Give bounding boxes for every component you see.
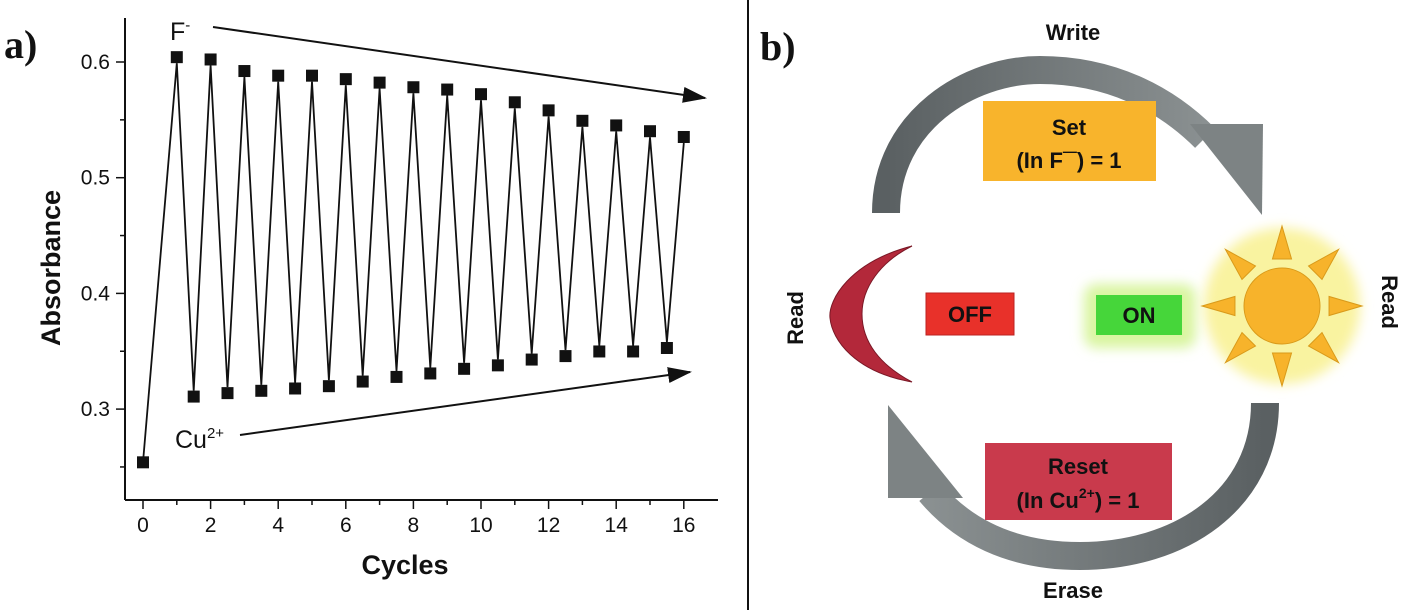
data-point	[660, 341, 673, 354]
erase-label: Erase	[1043, 578, 1103, 603]
data-point	[627, 345, 640, 358]
data-point	[559, 350, 572, 363]
set-title: Set	[1052, 115, 1087, 140]
sun-ray	[1200, 295, 1236, 317]
sun-ray	[1307, 331, 1340, 364]
sun-ray	[1271, 224, 1293, 260]
cu-trend-arrow	[239, 367, 692, 436]
set-expression: (In F—) = 1	[1016, 143, 1121, 173]
off-label: OFF	[948, 302, 992, 327]
data-point	[255, 384, 268, 397]
reset-title: Reset	[1048, 454, 1109, 479]
y-tick-label: 0.4	[81, 282, 111, 305]
data-point	[424, 367, 437, 380]
data-point	[204, 53, 217, 66]
x-axis-label: Cycles	[361, 550, 448, 580]
f-annotation: F-	[170, 17, 190, 46]
x-tick-label: 2	[205, 514, 217, 537]
series-line	[142, 63, 685, 463]
sun-ray	[1224, 331, 1257, 364]
sun-ray	[1224, 248, 1257, 281]
data-point	[542, 104, 555, 117]
data-point	[508, 96, 521, 109]
data-point	[525, 353, 538, 366]
x-tick-label: 6	[340, 514, 352, 537]
data-point	[306, 69, 318, 82]
data-point	[644, 125, 656, 138]
data-point	[677, 130, 690, 143]
data-point	[356, 375, 369, 388]
data-point	[390, 370, 403, 383]
y-tick-label: 0.5	[81, 167, 110, 190]
data-point	[238, 65, 251, 78]
moon-icon	[829, 245, 913, 383]
y-tick-label: 0.6	[81, 51, 110, 74]
set-box: Set (In F—) = 1	[983, 101, 1156, 181]
data-point	[187, 390, 200, 403]
x-tick-label: 4	[272, 514, 284, 537]
x-tick-label: 8	[408, 514, 420, 537]
sun-ray	[1271, 352, 1293, 388]
f-trend-arrow	[212, 26, 707, 103]
on-label: ON	[1123, 303, 1156, 328]
data-point	[289, 382, 302, 395]
data-point	[137, 456, 149, 469]
data-point	[339, 73, 352, 86]
x-tick-label: 16	[672, 514, 695, 537]
data-point	[170, 51, 183, 64]
panel-label-a: a)	[4, 22, 37, 67]
sun-ray	[1328, 295, 1364, 317]
read-right-label: Read	[1377, 275, 1402, 329]
x-tick-label: 14	[605, 514, 629, 537]
off-state-box: OFF	[925, 292, 1015, 336]
data-point	[322, 380, 335, 393]
data-point	[407, 81, 420, 94]
data-point	[491, 359, 504, 372]
data-point	[441, 83, 454, 96]
panel-label-b: b)	[760, 24, 796, 69]
data-point	[593, 345, 606, 358]
on-state-box: ON	[1084, 284, 1196, 348]
write-arrow	[872, 55, 1263, 215]
sun-ray	[1307, 248, 1340, 281]
write-label: Write	[1046, 20, 1101, 45]
data-point	[458, 362, 471, 375]
read-left-label: Read	[783, 291, 808, 345]
data-point	[610, 119, 623, 132]
sun-icon	[1200, 224, 1364, 388]
x-tick-label: 0	[137, 514, 149, 537]
cu-annotation: Cu2+	[175, 425, 224, 454]
data-point	[576, 114, 589, 127]
data-point	[221, 387, 234, 400]
y-tick-label: 0.3	[81, 398, 110, 421]
reset-box: Reset (In Cu2+) = 1	[985, 443, 1172, 520]
x-tick-label: 12	[537, 514, 560, 537]
data-point	[272, 69, 285, 82]
chart-plot: 0 2 4 6 8 10 12 14 16 0.3 0.4 0.5 0.6	[81, 18, 718, 537]
erase-arrow	[888, 402, 1279, 571]
data-point	[475, 88, 487, 101]
data-point	[373, 76, 386, 89]
x-tick-label: 10	[469, 514, 492, 537]
y-axis-label: Absorbance	[36, 190, 66, 346]
reset-expression: (In Cu2+) = 1	[1017, 485, 1140, 513]
